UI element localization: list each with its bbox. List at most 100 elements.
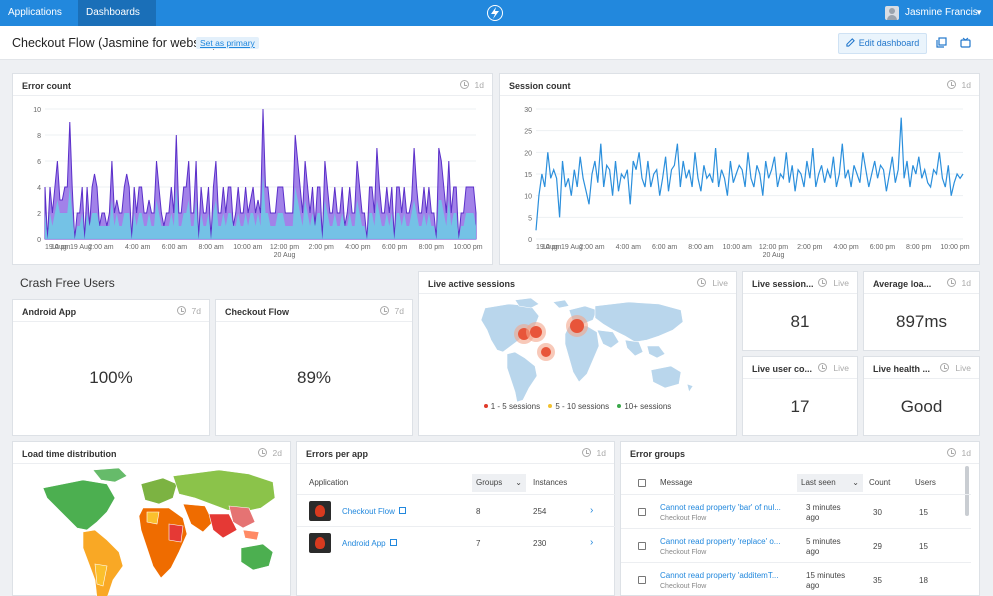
applications-menu[interactable]: Applications▼ [0,0,76,43]
x-tick-label: 2:00 am [579,244,604,251]
stat-value: 897ms [895,312,948,331]
period-label: Live [833,363,849,373]
column-header-application: Application [309,478,349,487]
last-seen-value: 3 minutes [806,503,841,512]
app-name: Checkout Flow [342,507,395,516]
app-link[interactable]: Android App [342,539,397,548]
panel-header: Android App 7d [13,300,209,322]
clock-icon [176,306,186,315]
legend-item: 1 - 5 sessions [483,402,540,411]
table-row[interactable]: Cannot read property 'bar' of nul... Che… [621,494,971,528]
app-icon [309,501,331,521]
column-header-label: Groups [476,478,503,487]
clock-icon [697,278,707,287]
load-time-distribution-panel: Load time distribution 2d [12,441,291,596]
column-header-last-seen[interactable]: Last seen ⌄ [797,474,863,492]
users-value: 15 [919,542,928,551]
period-indicator: 1d [581,448,606,458]
table-row[interactable]: Checkout Flow 8 254 › [297,494,616,526]
error-message-link[interactable]: Cannot read property 'additemT... [660,571,779,580]
x-tick-label: 6:00 am [162,244,187,251]
session-count-panel: Session count 1d 30 25 20 15 10 5 0 19 Aug 10 pm… [499,73,980,265]
last-seen-suffix: ago [806,513,820,522]
external-link-icon [398,507,406,514]
x-tick-label: 6:00 am [652,244,677,251]
table-row[interactable]: Android App 7 230 › [297,526,616,558]
series-area [45,174,476,239]
panel-title: Error count [22,81,72,91]
tv-mode-icon[interactable] [960,37,971,48]
error-app-name: Checkout Flow [660,583,707,590]
row-checkbox[interactable] [638,508,646,516]
chevron-down-icon: ⌄ [515,478,522,487]
set-primary-link[interactable]: Set as primary [196,37,259,49]
x-tick-label: 8:00 pm [906,244,931,251]
panel-header: Load time distribution 2d [13,442,290,464]
column-header-label: Last seen [801,478,836,487]
period-label: Live [712,278,728,288]
panel-title: Average loa... [873,279,932,289]
panel-header: Live user co... Live [743,357,857,379]
period-indicator: 7d [379,306,404,316]
edit-dashboard-button[interactable]: Edit dashboard [838,33,927,54]
error-app-name: Checkout Flow [660,549,707,556]
column-header-groups[interactable]: Groups ⌄ [472,474,526,492]
period-indicator: 1d [946,448,971,458]
avatar [885,6,899,20]
error-message-link[interactable]: Cannot read property 'bar' of nul... [660,503,781,512]
period-indicator: 7d [176,306,201,316]
checkout-flow-panel: Checkout Flow 7d 89% [215,299,413,436]
app-link[interactable]: Checkout Flow [342,507,406,516]
map-legend: 1 - 5 sessions 5 - 10 sessions 10+ sessi… [419,402,736,411]
panel-title: Load time distribution [22,449,117,459]
y-tick-label: 20 [524,150,532,157]
period-indicator: 1d [459,80,484,90]
table-row[interactable]: Cannot read property 'replace' o... Chec… [621,528,971,562]
legend-dot [548,404,553,408]
panel-title: Checkout Flow [225,307,290,317]
period-indicator: Live [818,363,849,373]
period-indicator: 1d [946,278,971,288]
clock-icon [581,448,591,457]
legend-label: 5 - 10 sessions [555,402,610,411]
chevron-right-icon[interactable]: › [590,537,594,548]
user-menu[interactable]: Jasmine Francis ▼ [875,0,993,26]
clock-icon [257,448,267,457]
lightning-bolt-icon[interactable] [487,5,503,21]
period-label: 7d [394,306,404,316]
x-tick-label: 8:00 am [198,244,223,251]
row-checkbox[interactable] [638,542,646,550]
live-active-sessions-panel: Live active sessions Live 1 - 5 sessions… [418,271,737,436]
groups-value: 7 [476,539,481,548]
instances-value: 230 [533,539,547,548]
x-tick-label: 10:00 am [723,244,752,251]
scrollbar[interactable] [965,466,969,516]
chevron-right-icon[interactable]: › [590,505,594,516]
x-tick-label: 19 Aug [561,244,583,251]
x-tick-label: 8:00 pm [419,244,444,251]
live-sessions-panel: Live session... Live 81 [742,271,858,351]
x-tick-label: 6:00 pm [382,244,407,251]
y-tick-label: 10 [33,107,41,114]
period-label: 1d [596,448,606,458]
crash-free-value: 89% [296,368,332,387]
copy-icon[interactable] [936,37,947,48]
stat-value: 81 [790,312,810,331]
x-tick-label: 12:00 pm [270,244,299,251]
x-tick-label: 10:00 pm [453,244,482,251]
y-tick-label: 2 [37,211,41,218]
live-health-panel: Live health ... Live Good [863,356,980,436]
x-tick-label: 2:00 am [88,244,113,251]
select-all-checkbox[interactable] [638,479,646,487]
x-tick-label: 19 Aug [45,244,67,251]
dashboards-menu[interactable]: Dashboards▼ [78,0,156,43]
table-row[interactable]: Cannot read property 'additemT... Checko… [621,562,971,596]
error-message-link[interactable]: Cannot read property 'replace' o... [660,537,781,546]
error-count-panel: Error count 1d 10 8 6 4 2 0 19 Aug 10 pm 19 Aug 2… [12,73,493,265]
dashboards-label: Dashboards [86,7,140,18]
legend-dot [617,404,622,408]
app-icon [309,533,331,553]
x-tick-label: 19 Aug [536,244,558,251]
row-checkbox[interactable] [638,576,646,584]
page-title: Checkout Flow (Jasmine for website) [12,36,217,50]
